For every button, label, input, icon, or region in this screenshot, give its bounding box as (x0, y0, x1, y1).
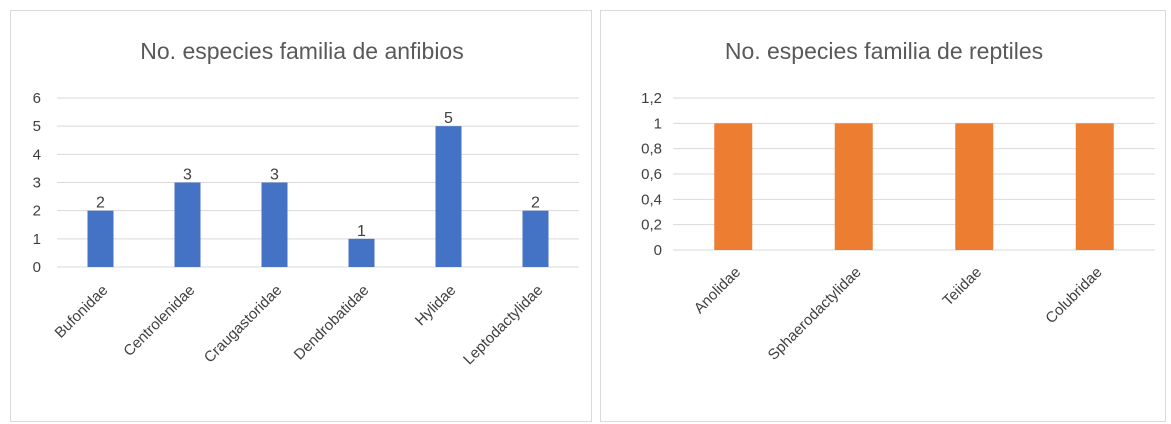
amphibians-bar-leptodactylidae (522, 210, 549, 267)
reptiles-y-tick-label: 0,6 (641, 166, 662, 183)
amphibians-data-label: 3 (270, 167, 279, 184)
amphibians-y-tick-label: 3 (33, 175, 41, 192)
amphibians-category-label: Bufonidae (52, 282, 112, 342)
reptiles-y-tick-label: 0,2 (641, 217, 662, 234)
amphibians-bar-craugastoridae (261, 182, 288, 267)
amphibians-y-tick-label: 1 (33, 231, 41, 248)
amphibians-category-label: Centrolenidae (120, 282, 198, 360)
amphibians-bar-centrolenidae (174, 182, 201, 267)
reptiles-bar-anolidae (714, 123, 753, 250)
amphibians-chart-title: No. especies familia de anfibios (140, 38, 463, 64)
amphibians-y-tick-label: 6 (33, 90, 41, 107)
reptiles-category-label: Anolidae (691, 264, 744, 317)
reptiles-y-tick-label: 0,8 (641, 141, 662, 158)
amphibians-chart-panel: No. especies familia de anfibios 0 1 2 3 4 5 6 2… (10, 10, 592, 422)
reptiles-y-tick-label: 1,2 (641, 90, 662, 107)
amphibians-data-label: 1 (357, 223, 366, 240)
amphibians-bar-bufonidae (87, 210, 114, 267)
amphibians-y-tick-label: 0 (33, 259, 41, 276)
amphibians-category-label: Craugastoridae (201, 282, 286, 367)
reptiles-chart-title: No. especies familia de reptiles (725, 38, 1043, 64)
amphibians-data-label: 5 (444, 110, 453, 127)
amphibians-category-label: Hylidae (412, 282, 459, 329)
reptiles-bar-teiidae (955, 123, 994, 250)
amphibians-y-tick-label: 2 (33, 203, 41, 220)
amphibians-category-label: Dendrobatidae (291, 282, 373, 364)
amphibians-bar-chart: No. especies familia de anfibios 0 1 2 3 4 5 6 2… (33, 38, 579, 368)
reptiles-category-label: Colubridae (1042, 264, 1105, 327)
amphibians-data-label: 2 (96, 195, 105, 212)
reptiles-y-tick-label: 0 (654, 242, 662, 259)
amphibians-category-label: Leptodactylidae (460, 282, 546, 368)
amphibians-data-label: 2 (531, 195, 540, 212)
reptiles-bar-sphaerodactylidae (834, 123, 873, 250)
amphibians-data-label: 3 (183, 167, 192, 184)
reptiles-y-tick-label: 0,4 (641, 191, 662, 208)
reptiles-bar-chart: No. especies familia de reptiles 0 0,2 0,4 0… (641, 38, 1155, 364)
reptiles-bar-colubridae (1075, 123, 1114, 250)
amphibians-y-tick-label: 4 (33, 146, 41, 163)
amphibians-y-tick-label: 5 (33, 118, 41, 135)
reptiles-category-label: Teiidae (939, 264, 985, 310)
reptiles-category-label: Sphaerodactylidae (765, 264, 865, 364)
reptiles-y-tick-label: 1 (654, 115, 662, 132)
reptiles-chart-panel: No. especies familia de reptiles 0 0,2 0,4 0… (600, 10, 1166, 422)
amphibians-bar-dendrobatidae (348, 238, 375, 267)
amphibians-bar-hylidae (435, 126, 462, 268)
